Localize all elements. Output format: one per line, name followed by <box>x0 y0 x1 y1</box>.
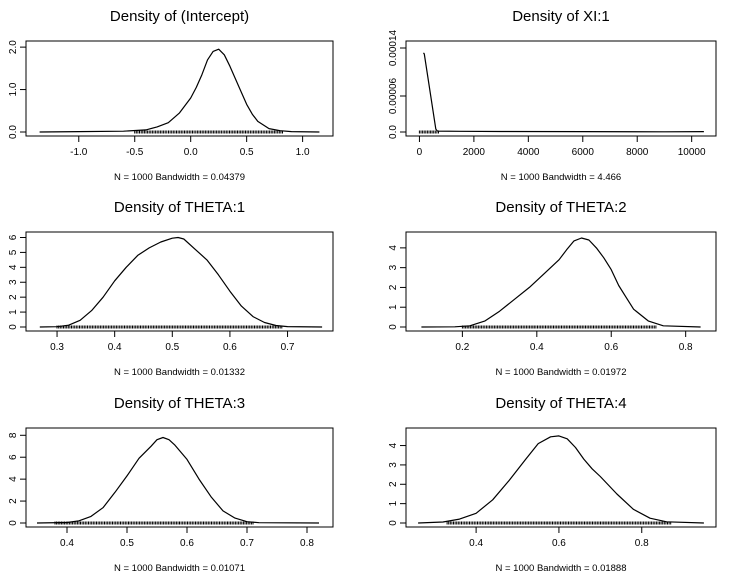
y-tick-label: 3 <box>388 462 399 468</box>
panel-subtitle: N = 1000 Bandwidth = 0.01071 <box>114 563 245 574</box>
y-tick-label: 4 <box>8 264 19 270</box>
rug-marks <box>446 521 672 525</box>
x-tick-label: 0.8 <box>679 342 693 353</box>
x-tick-label: 0.6 <box>223 342 237 353</box>
density-curve <box>418 435 704 524</box>
x-tick-label: 2000 <box>463 147 486 158</box>
rug-marks <box>461 325 657 329</box>
x-tick-label: 10000 <box>678 147 706 158</box>
panel-title: Density of (Intercept) <box>110 8 249 25</box>
y-tick-label: 5 <box>8 249 19 255</box>
x-tick-label: 0.5 <box>240 147 254 158</box>
x-tick-label: 0.6 <box>180 538 194 549</box>
y-tick-label: 2 <box>388 284 399 290</box>
x-tick-label: 6000 <box>572 147 595 158</box>
x-tick-label: 0.5 <box>120 538 134 549</box>
x-tick-label: 0.7 <box>281 342 295 353</box>
y-tick-label: 1 <box>388 304 399 310</box>
y-tick-label: 0.00006 <box>388 77 399 114</box>
y-tick-label: 0.0 <box>388 125 399 139</box>
y-tick-label: 4 <box>8 476 19 482</box>
y-tick-label: 8 <box>8 432 19 438</box>
y-tick-label: 2 <box>388 481 399 487</box>
panel-title: Density of THETA:4 <box>495 395 626 412</box>
density-curve <box>423 52 704 133</box>
density-panel-5: Density of THETA:3 0.4 0.5 0.6 0.7 0.8 0 2 4 6 8 N … <box>8 395 334 574</box>
rug-marks <box>54 521 254 525</box>
density-panel-1: Density of (Intercept) -1.0 -0.5 0.0 0.5 1.0 0… <box>8 8 334 183</box>
density-curve <box>39 236 323 328</box>
x-tick-label: 0.6 <box>552 538 566 549</box>
plot-frame <box>25 40 334 137</box>
y-tick-label: 6 <box>8 454 19 460</box>
x-tick-label: 0.7 <box>240 538 254 549</box>
x-tick-label: 0.6 <box>604 342 618 353</box>
y-tick-label: 0.0 <box>8 125 19 139</box>
x-tick-label: 0.4 <box>108 342 122 353</box>
y-tick-label: 2.0 <box>8 40 19 54</box>
y-tick-label: 6 <box>8 234 19 240</box>
x-tick-label: 1.0 <box>296 147 310 158</box>
density-panel-3: Density of THETA:1 0.3 0.4 0.5 0.6 0.7 0 1 2 3 4 5 6… <box>8 199 334 378</box>
x-tick-label: -1.0 <box>70 147 88 158</box>
panel-title: Density of XI:1 <box>512 8 610 25</box>
x-tick-label: 8000 <box>626 147 649 158</box>
density-panel-2: Density of XI:1 0 2000 4000 6000 8000 10000 0.0… <box>388 8 717 183</box>
plot-frame <box>25 427 334 528</box>
plot-frame <box>405 40 717 137</box>
x-tick-label: 0 <box>417 147 423 158</box>
x-tick-label: 0.2 <box>455 342 469 353</box>
y-tick-label: 4 <box>388 245 399 251</box>
panel-title: Density of THETA:1 <box>114 199 245 216</box>
panel-subtitle: N = 1000 Bandwidth = 0.04379 <box>114 172 245 183</box>
x-tick-label: -0.5 <box>126 147 144 158</box>
x-tick-label: 0.0 <box>184 147 198 158</box>
panel-title: Density of THETA:3 <box>114 395 245 412</box>
rug-marks <box>56 325 283 329</box>
x-tick-label: 0.4 <box>530 342 544 353</box>
density-panel-4: Density of THETA:2 0.2 0.4 0.6 0.8 0 1 2 3 4 N = 1… <box>388 199 717 378</box>
panel-title: Density of THETA:2 <box>495 199 626 216</box>
panel-subtitle: N = 1000 Bandwidth = 4.466 <box>501 172 621 183</box>
y-tick-label: 0 <box>388 520 399 526</box>
x-tick-label: 4000 <box>517 147 540 158</box>
y-tick-label: 2 <box>8 294 19 300</box>
density-curve <box>36 436 320 524</box>
y-tick-label: 2 <box>8 498 19 504</box>
panel-subtitle: N = 1000 Bandwidth = 0.01972 <box>496 367 627 378</box>
panel-subtitle: N = 1000 Bandwidth = 0.01888 <box>496 563 627 574</box>
density-curve <box>421 237 701 328</box>
plot-frame <box>405 231 717 332</box>
rug-marks <box>134 130 283 134</box>
density-panel-6: Density of THETA:4 0.4 0.6 0.8 0 1 2 3 4 N = 1000… <box>388 395 717 574</box>
rug-marks <box>418 130 439 134</box>
plot-frame <box>405 427 717 528</box>
y-tick-label: 0 <box>8 520 19 526</box>
y-tick-label: 3 <box>8 279 19 285</box>
plot-frame <box>25 231 334 332</box>
x-tick-label: 0.8 <box>300 538 314 549</box>
y-tick-label: 0.00014 <box>388 29 399 66</box>
x-tick-label: 0.3 <box>50 342 64 353</box>
x-tick-label: 0.4 <box>469 538 483 549</box>
y-tick-label: 3 <box>388 264 399 270</box>
x-tick-label: 0.5 <box>165 342 179 353</box>
y-tick-label: 4 <box>388 442 399 448</box>
x-tick-label: 0.8 <box>635 538 649 549</box>
panel-subtitle: N = 1000 Bandwidth = 0.01332 <box>114 367 245 378</box>
density-curve <box>39 48 320 133</box>
y-tick-label: 0 <box>8 324 19 330</box>
y-tick-label: 1 <box>388 500 399 506</box>
y-tick-label: 0 <box>388 324 399 330</box>
x-tick-label: 0.4 <box>60 538 74 549</box>
y-tick-label: 1 <box>8 309 19 315</box>
y-tick-label: 1.0 <box>8 82 19 96</box>
